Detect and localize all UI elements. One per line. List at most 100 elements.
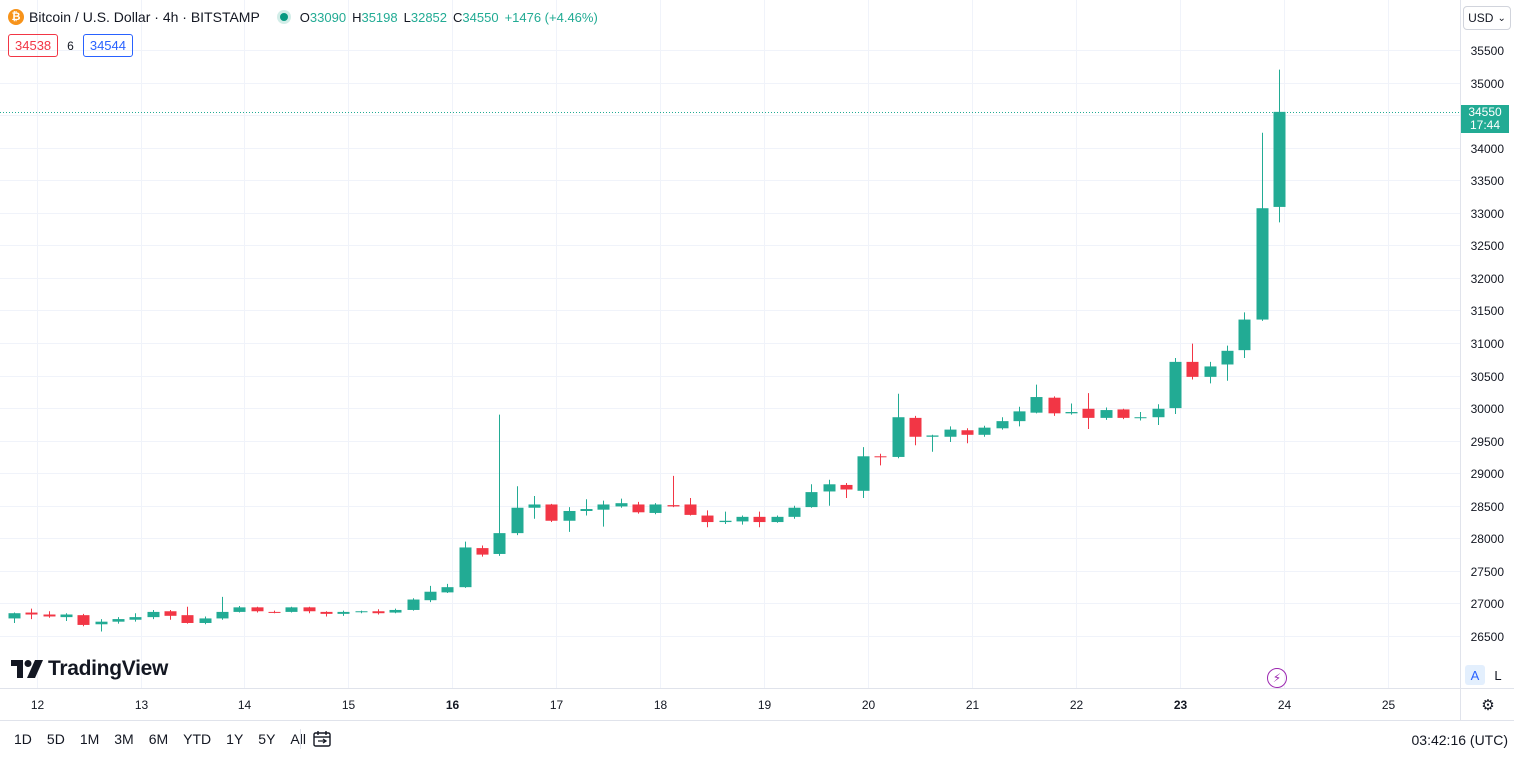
candle — [407, 598, 420, 611]
chart-grid — [0, 0, 1460, 688]
candle — [563, 507, 576, 532]
time-tick-label: 14 — [238, 698, 252, 712]
candle — [840, 482, 853, 498]
range-6m[interactable]: 6M — [148, 731, 169, 747]
currency-label: USD — [1468, 11, 1494, 25]
candle-body — [285, 607, 298, 612]
candle-body — [320, 611, 333, 614]
candle — [476, 545, 489, 557]
time-tick-label: 25 — [1382, 698, 1396, 712]
time-tick-label: 23 — [1174, 698, 1188, 712]
candle-body — [493, 533, 506, 554]
change-value: +1476 (+4.46%) — [504, 9, 598, 25]
price-tick-label: 31500 — [1471, 304, 1505, 318]
candle-body — [511, 507, 524, 534]
candle — [355, 610, 368, 614]
range-selector: 1D 5D 1M 3M 6M YTD 1Y 5Y All — [8, 731, 314, 747]
candle — [944, 426, 957, 442]
range-all[interactable]: All — [290, 731, 306, 747]
candle-body — [1100, 410, 1113, 418]
candle — [233, 606, 246, 613]
candle-body — [840, 484, 853, 490]
price-tick-label: 32500 — [1471, 239, 1505, 253]
candle — [961, 428, 974, 444]
range-5d[interactable]: 5D — [46, 731, 65, 747]
range-1m[interactable]: 1M — [79, 731, 100, 747]
candle-body — [736, 516, 749, 522]
candle — [1238, 312, 1251, 358]
sell-button[interactable]: 34538 — [8, 34, 59, 57]
time-tick-label: 13 — [135, 698, 149, 712]
candle — [60, 613, 73, 622]
symbol-title[interactable]: Bitcoin / U.S. Dollar · 4h · BITSTAMP — [29, 9, 260, 25]
currency-dropdown[interactable]: USD ⌄ — [1463, 6, 1511, 30]
candle — [823, 479, 836, 506]
candle-body — [25, 612, 38, 615]
auto-scale-button[interactable]: A — [1465, 665, 1485, 685]
range-5y[interactable]: 5Y — [258, 731, 276, 747]
candle-body — [684, 504, 697, 515]
range-ytd[interactable]: YTD — [183, 731, 212, 747]
candle-body — [701, 515, 714, 523]
candle — [25, 608, 38, 620]
candle — [909, 415, 922, 446]
range-1y[interactable]: 1Y — [226, 731, 244, 747]
candle — [788, 505, 801, 519]
candle-body — [1065, 412, 1078, 414]
candle-body — [649, 504, 662, 513]
candle — [320, 611, 333, 617]
candle-body — [1221, 350, 1234, 365]
candle-body — [43, 614, 56, 617]
candle-body — [978, 427, 991, 435]
candle-body — [823, 484, 836, 492]
candle — [8, 612, 21, 623]
candle-body — [476, 548, 489, 555]
candle — [112, 617, 125, 624]
candle-body — [216, 611, 229, 619]
price-tick-label: 32000 — [1471, 272, 1505, 286]
candle-body — [1238, 319, 1251, 351]
close-label: C — [453, 9, 463, 25]
candle — [597, 500, 610, 527]
candle-body — [1186, 361, 1199, 377]
range-1d[interactable]: 1D — [14, 731, 32, 747]
candle — [632, 501, 645, 514]
candle — [667, 475, 680, 508]
lightning-icon[interactable]: ⚡ — [1267, 668, 1287, 688]
range-3m[interactable]: 3M — [114, 731, 134, 747]
time-tick-label: 19 — [758, 698, 772, 712]
calendar-icon[interactable] — [312, 729, 332, 749]
tradingview-logo[interactable]: TradingView — [11, 657, 168, 681]
last-price-value: 34550 — [1468, 105, 1502, 119]
price-tick-label: 29000 — [1471, 467, 1505, 481]
market-status-icon[interactable] — [279, 13, 288, 21]
candle — [511, 486, 524, 536]
price-tick-label: 27000 — [1471, 597, 1505, 611]
gear-icon[interactable]: ⚙ — [1481, 697, 1495, 714]
candle — [1048, 396, 1061, 416]
candle-body — [1273, 111, 1286, 207]
symbol-legend[interactable]: ₿ Bitcoin / U.S. Dollar · 4h · BITSTAMP … — [8, 7, 598, 27]
candle-body — [1256, 208, 1269, 320]
price-tick-label: 30500 — [1471, 370, 1505, 384]
candle — [1256, 132, 1269, 321]
candle — [615, 498, 628, 508]
candle-body — [545, 504, 558, 521]
candle-body — [909, 417, 922, 437]
candle-body — [164, 611, 177, 616]
toolbar-divider — [300, 729, 301, 749]
candle-body — [996, 421, 1009, 429]
candle-body — [1169, 361, 1182, 409]
buy-button[interactable]: 34544 — [82, 34, 133, 57]
candle-body — [389, 609, 402, 613]
candle-body — [563, 510, 576, 521]
candle — [95, 619, 108, 632]
high-label: H — [352, 9, 362, 25]
price-tick-label: 33000 — [1471, 207, 1505, 221]
low-label: L — [403, 9, 411, 25]
utc-clock[interactable]: 03:42:16 (UTC) — [1411, 732, 1508, 748]
log-scale-button[interactable]: L — [1494, 667, 1502, 683]
spread-value: 6 — [67, 38, 74, 53]
ohlc-values: O33090 H35198 L32852 C34550 +1476 (+4.46%) — [300, 10, 598, 25]
